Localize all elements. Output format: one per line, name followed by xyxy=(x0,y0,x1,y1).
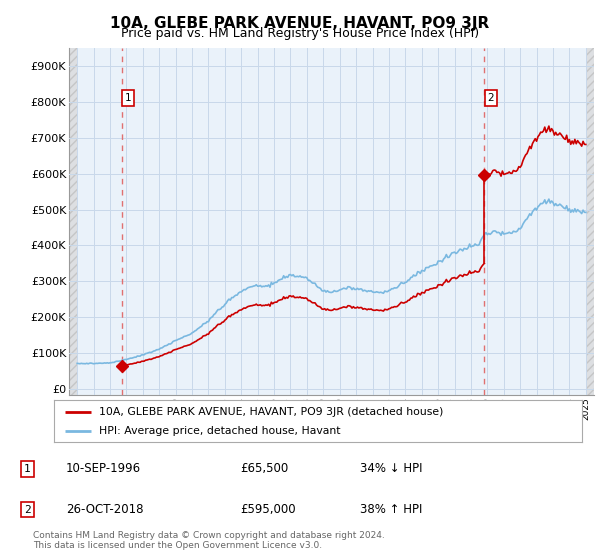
Text: 38% ↑ HPI: 38% ↑ HPI xyxy=(360,503,422,516)
Text: 10A, GLEBE PARK AVENUE, HAVANT, PO9 3JR: 10A, GLEBE PARK AVENUE, HAVANT, PO9 3JR xyxy=(110,16,490,31)
Text: 1: 1 xyxy=(125,93,131,103)
Text: 10-SEP-1996: 10-SEP-1996 xyxy=(66,463,141,475)
Polygon shape xyxy=(587,48,594,395)
Polygon shape xyxy=(69,48,77,395)
Text: 1: 1 xyxy=(24,464,31,474)
Text: 2: 2 xyxy=(487,93,494,103)
Text: £595,000: £595,000 xyxy=(240,503,296,516)
Text: HPI: Average price, detached house, Havant: HPI: Average price, detached house, Hava… xyxy=(99,426,340,436)
Text: 2: 2 xyxy=(24,505,31,515)
Text: 10A, GLEBE PARK AVENUE, HAVANT, PO9 3JR (detached house): 10A, GLEBE PARK AVENUE, HAVANT, PO9 3JR … xyxy=(99,407,443,417)
Text: 26-OCT-2018: 26-OCT-2018 xyxy=(66,503,143,516)
Text: £65,500: £65,500 xyxy=(240,463,288,475)
Text: Contains HM Land Registry data © Crown copyright and database right 2024.
This d: Contains HM Land Registry data © Crown c… xyxy=(33,531,385,550)
Text: Price paid vs. HM Land Registry's House Price Index (HPI): Price paid vs. HM Land Registry's House … xyxy=(121,27,479,40)
Text: 34% ↓ HPI: 34% ↓ HPI xyxy=(360,463,422,475)
